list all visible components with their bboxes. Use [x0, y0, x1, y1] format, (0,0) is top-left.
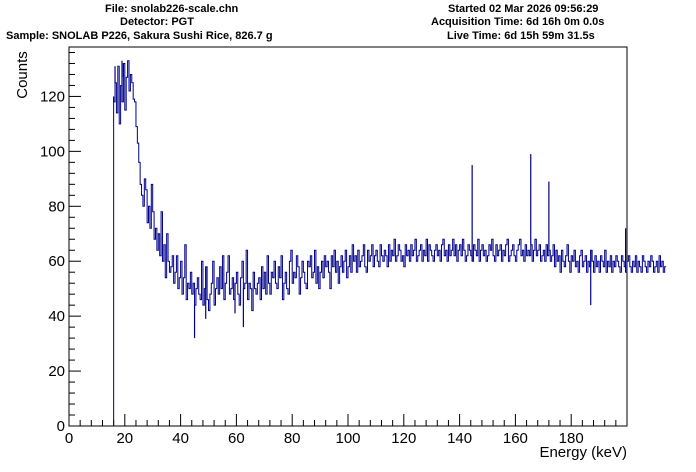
x-tick-label: 80	[284, 430, 301, 447]
x-tick-label: 160	[503, 430, 528, 447]
y-tick-label: 40	[48, 308, 65, 325]
x-tick-label: 180	[559, 430, 584, 447]
plot-frame	[68, 46, 628, 427]
y-tick-label: 120	[40, 88, 65, 105]
x-axis-ticks: 0 20 40 60 80 100 120 140 160 180	[65, 414, 628, 447]
x-tick-label: 120	[391, 430, 416, 447]
detector-label: Detector: PGT	[120, 16, 194, 28]
x-axis-title: Energy (keV)	[539, 444, 627, 461]
y-axis-title: Counts	[14, 51, 31, 99]
y-tick-label: 20	[48, 363, 65, 380]
y-tick-label: 100	[40, 143, 65, 160]
x-tick-label: 60	[228, 430, 245, 447]
acquisition-time-label: Acquisition Time: 6d 16h 0m 0.0s	[431, 16, 605, 28]
x-tick-label: 20	[116, 430, 133, 447]
spectrum-series-line	[113, 60, 667, 426]
y-axis-ticks: 0 20 40 60 80 100 120	[40, 51, 81, 435]
y-tick-label: 60	[48, 253, 65, 270]
spike-marks	[113, 60, 627, 339]
live-time-label: Live Time: 6d 15h 59m 31.5s	[447, 30, 595, 42]
x-tick-label: 0	[65, 430, 73, 447]
y-tick-label: 80	[48, 198, 65, 215]
sample-label: Sample: SNOLAB P226, Sakura Sushi Rice, …	[6, 30, 273, 42]
file-label: File: snolab226-scale.chn	[105, 3, 239, 15]
y-tick-label: 0	[57, 418, 65, 435]
started-label: Started 02 Mar 2026 09:56:29	[448, 3, 599, 15]
x-tick-label: 40	[172, 430, 189, 447]
x-tick-label: 100	[335, 430, 360, 447]
x-tick-label: 140	[447, 430, 472, 447]
